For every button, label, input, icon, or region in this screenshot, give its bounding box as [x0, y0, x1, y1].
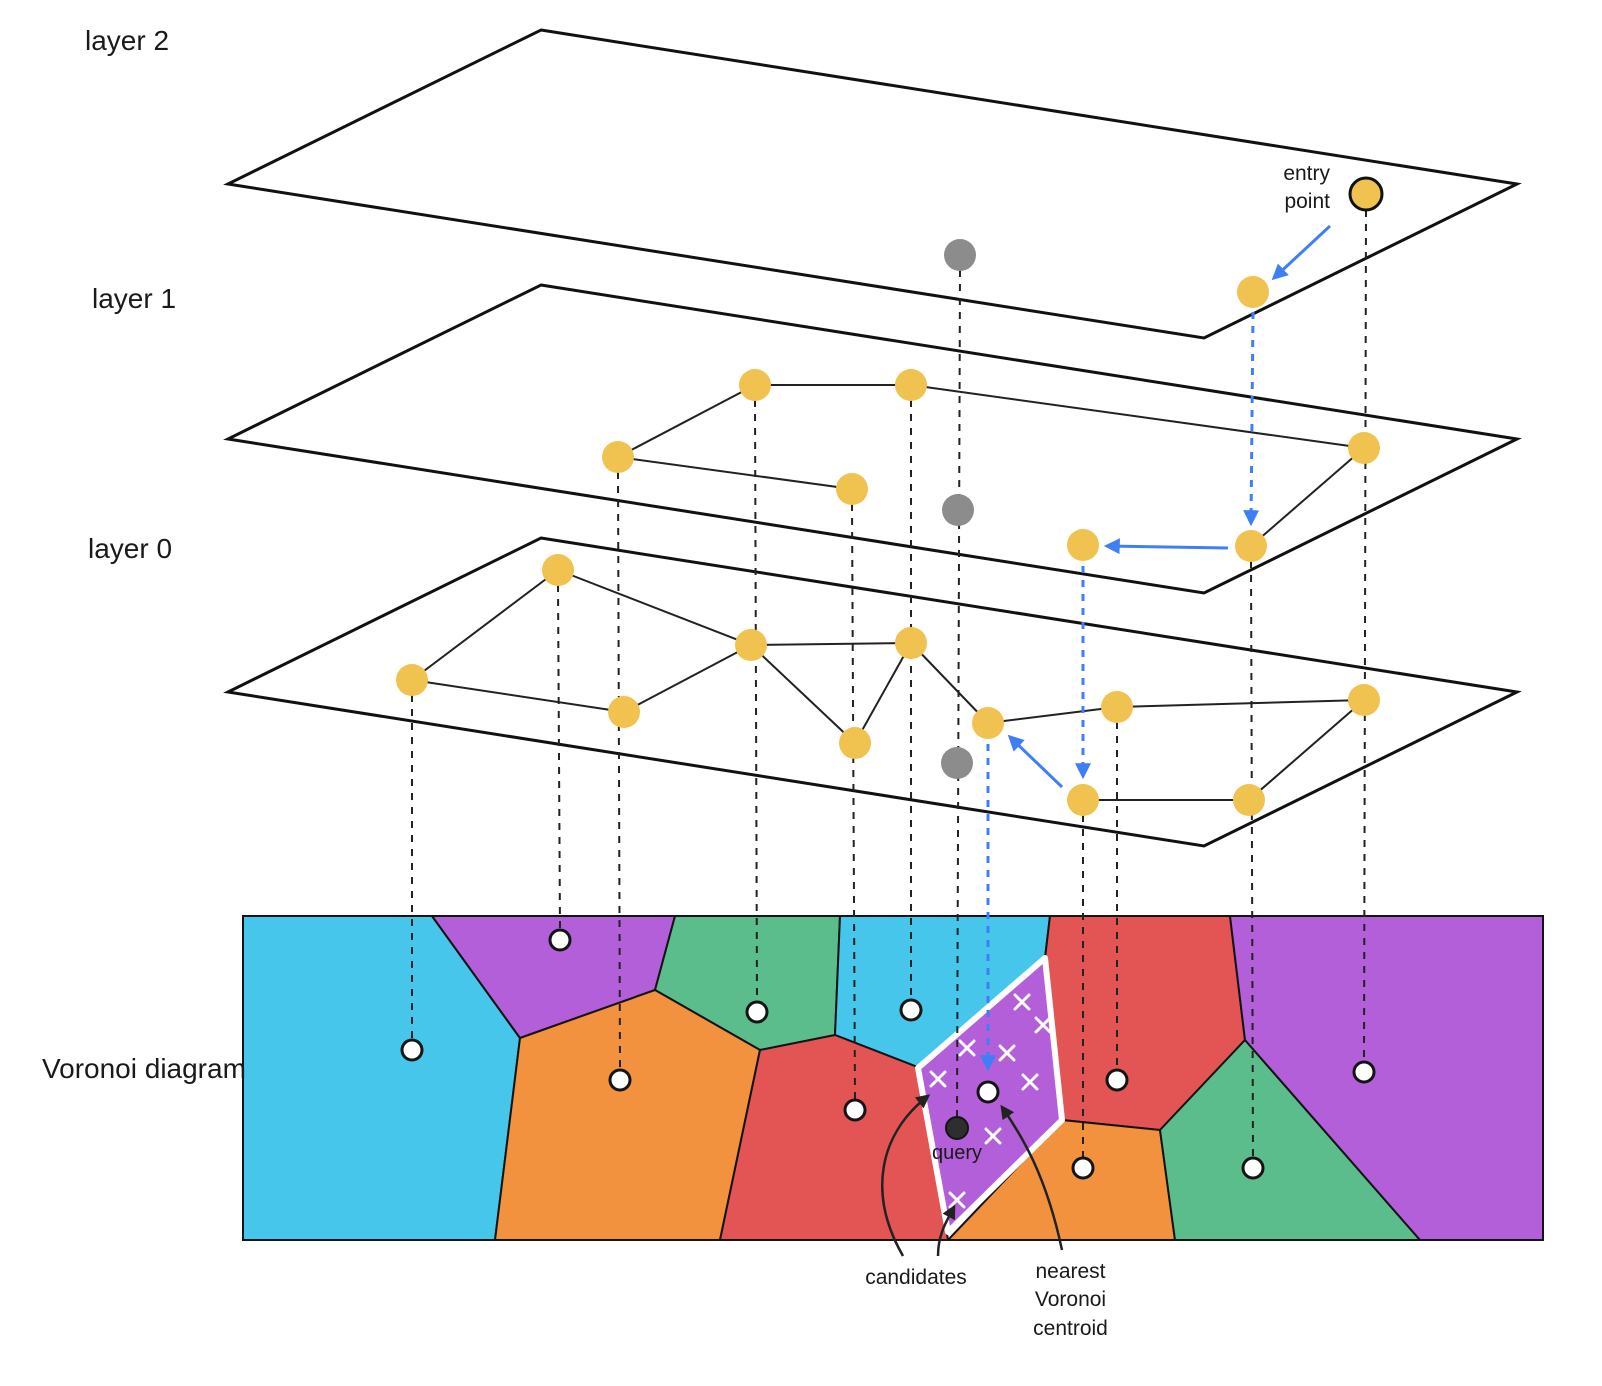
entry-point-node [1348, 176, 1384, 212]
graph-edge [987, 706, 1118, 724]
query-node [942, 494, 974, 526]
search-path-arrow [1007, 734, 1064, 789]
graph-edge [750, 644, 856, 744]
candidate-x-mark [984, 1127, 1002, 1145]
nearest-voronoi-centroid-label: nearest Voronoi centroid [1033, 1260, 1108, 1340]
graph-edge [910, 384, 1365, 449]
centroid-dot [1241, 1156, 1265, 1180]
graph-node [895, 369, 927, 401]
projection-line [617, 471, 621, 1071]
centroid-dot [1105, 1068, 1129, 1092]
centroid-dot [843, 1098, 867, 1122]
annotation-arrow [881, 1094, 931, 1257]
centroid-dot [899, 998, 923, 1022]
layer0-plane [223, 536, 1522, 848]
graph-node [1237, 276, 1269, 308]
graph-edge [750, 642, 912, 646]
graph-node [972, 707, 1004, 739]
layer0-label: layer 0 [88, 533, 173, 564]
graph-edge [411, 679, 625, 713]
graph-edge [623, 644, 752, 713]
nearest-centroid-dot [976, 1080, 1000, 1104]
graph-node [542, 554, 574, 586]
projection-line [754, 399, 758, 1003]
query-point-dot [945, 1116, 969, 1140]
graph-node [1067, 529, 1099, 561]
centroid-dot [400, 1038, 424, 1062]
graph-edge [1250, 447, 1365, 547]
graph-node [1348, 684, 1380, 716]
centroid-dot [548, 928, 572, 952]
annotation-arrow [936, 1204, 956, 1257]
graph-node [1233, 784, 1265, 816]
candidate-x-mark [1021, 1073, 1039, 1091]
centroid-dot [745, 1000, 769, 1024]
graph-node [836, 473, 868, 505]
graph-node [1348, 432, 1380, 464]
search-path-arrow [1271, 224, 1332, 281]
candidate-x-mark [1034, 1016, 1052, 1034]
projection-line [1250, 560, 1254, 1159]
annotation-arrow [1000, 1104, 1064, 1251]
graph-node [1235, 530, 1267, 562]
graph-node [396, 664, 428, 696]
candidate-x-mark [1013, 993, 1031, 1011]
query-label: query [931, 1142, 983, 1164]
candidate-x-mark [998, 1044, 1016, 1062]
layer1-label: layer 1 [92, 283, 177, 314]
query-node [944, 239, 976, 271]
graph-node [1067, 784, 1099, 816]
layer2-label: layer 2 [85, 25, 170, 56]
centroid-dot [1071, 1156, 1095, 1180]
graph-edge [557, 569, 752, 646]
graph-edge [617, 384, 756, 458]
graph-node [735, 629, 767, 661]
projection-line [557, 584, 561, 931]
projection-line [851, 503, 856, 1101]
candidate-x-mark [958, 1039, 976, 1057]
graph-edge [617, 456, 853, 490]
voronoi-cell [1228, 915, 1544, 1241]
layer2-plane [223, 28, 1522, 340]
graph-edge [411, 569, 559, 681]
graph-node [739, 369, 771, 401]
centroid-dot [1352, 1060, 1376, 1084]
graph-node [895, 627, 927, 659]
graph-node [1101, 691, 1133, 723]
projection-line [1363, 209, 1367, 1063]
candidates-label: candidates [865, 1266, 967, 1289]
query-node [941, 747, 973, 779]
entry-point-label: entry point [1283, 162, 1330, 214]
graph-node [602, 441, 634, 473]
centroid-dot [608, 1068, 632, 1092]
candidate-x-mark [929, 1070, 947, 1088]
graph-edge [854, 642, 912, 744]
graph-node [839, 727, 871, 759]
graph-edge [1116, 699, 1365, 708]
search-path-arrow [1103, 538, 1229, 555]
voronoi-diagram-label: Voronoi diagram [42, 1053, 246, 1084]
graph-edge [910, 642, 989, 724]
layer1-plane [223, 283, 1522, 595]
graph-edge [1248, 699, 1365, 801]
graph-node [608, 696, 640, 728]
